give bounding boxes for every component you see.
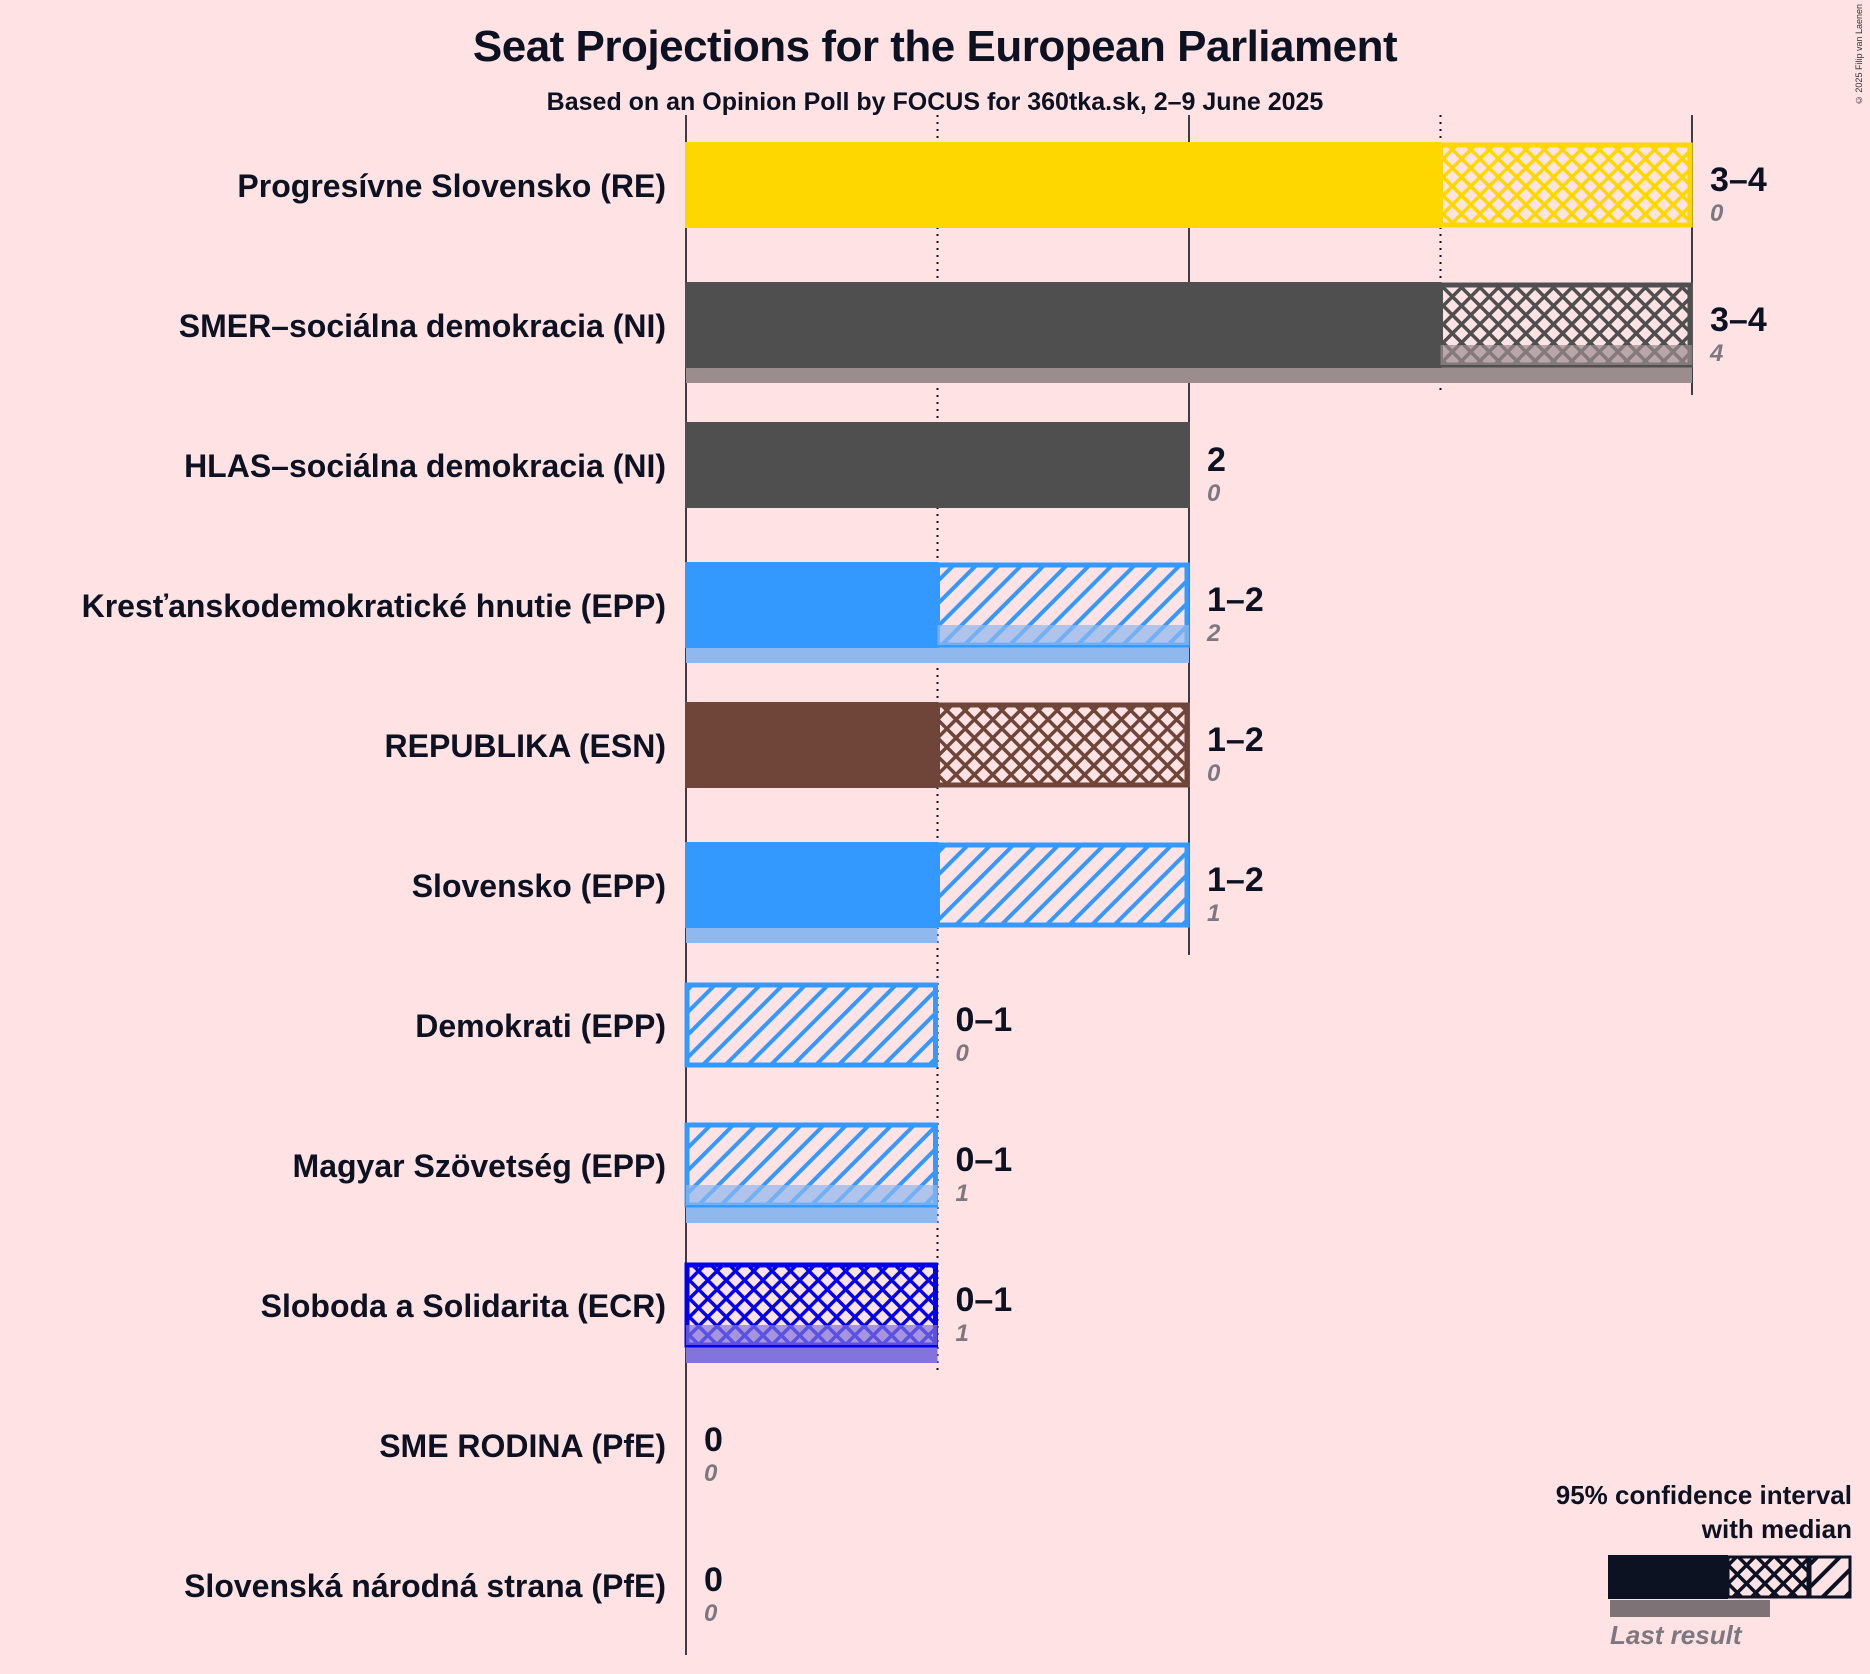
legend-last-result-label: Last result [1610,1620,1742,1650]
party-label: Kresťanskodemokratické hnutie (EPP) [82,588,666,624]
ci-range-bar [684,982,938,1068]
ci-range-bar [935,702,1190,788]
chart-title: Seat Projections for the European Parlia… [472,22,1398,71]
party-row: Slovenská národná strana (PfE) 00 [184,1561,723,1627]
last-result-bar [686,1205,938,1223]
range-label: 1–2 [1207,721,1264,759]
last-result-label: 1 [956,1320,969,1347]
party-label: SME RODINA (PfE) [379,1428,666,1464]
legend-graphic [1608,1555,1852,1617]
last-result-overlay [686,1325,938,1345]
party-row: Slovensko (EPP) 1–21 [412,842,1264,943]
party-label: Demokrati (EPP) [415,1008,666,1044]
last-result-bar [686,365,1692,383]
party-row: Magyar Szövetség (EPP) 0–11 [293,1122,1013,1223]
last-result-bar [686,645,1189,663]
legend-last-result-swatch [1610,1600,1770,1617]
range-label: 0 [704,1421,723,1459]
last-result-label: 4 [1709,340,1723,367]
legend-solid-swatch [1608,1555,1728,1599]
range-label: 0–1 [956,1001,1013,1039]
ci-solid-bar [685,702,939,788]
range-label: 2 [1207,441,1226,479]
party-row: REPUBLIKA (ESN) 1–20 [385,702,1264,788]
party-row: SME RODINA (PfE) 00 [379,1421,723,1487]
ci-solid-bar [685,562,939,648]
bars: Progresívne Slovensko (RE) 3–40SMER–sociá… [82,142,1767,1627]
party-label: Sloboda a Solidarita (ECR) [261,1288,666,1324]
legend-title-line1: 95% confidence interval [1555,1480,1852,1510]
ci-solid-bar [685,142,1442,228]
party-label: SMER–sociálna demokracia (NI) [179,308,666,344]
party-label: Slovenská národná strana (PfE) [184,1568,666,1604]
last-result-bar [686,1345,938,1363]
last-result-label: 0 [1207,760,1221,787]
party-row: Demokrati (EPP) 0–10 [415,982,1013,1068]
last-result-overlay [686,1185,938,1205]
last-result-label: 0 [1207,480,1221,507]
ci-range-bar [935,842,1190,928]
last-result-overlay [937,625,1189,645]
ci-solid-bar [685,842,939,928]
last-result-label: 0 [1710,200,1724,227]
last-result-bar [686,925,938,943]
range-label: 0 [704,1561,723,1599]
last-result-label: 1 [956,1180,969,1207]
party-row: Progresívne Slovensko (RE) 3–40 [237,142,1767,228]
range-label: 0–1 [956,1141,1013,1179]
party-label: Slovensko (EPP) [412,868,666,904]
party-label: Progresívne Slovensko (RE) [237,168,666,204]
party-row: Sloboda a Solidarita (ECR) 0–11 [261,1262,1013,1363]
legend-title-line2: with median [1701,1514,1852,1544]
ci-solid-bar [685,422,1190,508]
last-result-label: 1 [1207,900,1220,927]
range-label: 1–2 [1207,861,1264,899]
ci-solid-bar [685,282,1442,368]
party-label: Magyar Szövetség (EPP) [293,1148,666,1184]
range-label: 0–1 [956,1281,1013,1319]
last-result-label: 2 [1206,620,1221,647]
party-row: Kresťanskodemokratické hnutie (EPP) 1–22 [82,562,1264,663]
legend-cross-swatch [1726,1555,1810,1599]
party-row: HLAS–sociálna demokracia (NI) 20 [184,422,1226,508]
ci-range-bar [1438,142,1693,228]
party-label: HLAS–sociálna demokracia (NI) [184,448,666,484]
range-label: 3–4 [1710,301,1767,339]
range-label: 1–2 [1207,581,1264,619]
party-label: REPUBLIKA (ESN) [385,728,666,764]
last-result-label: 0 [704,1600,718,1627]
last-result-label: 0 [956,1040,970,1067]
legend-hatch-swatch [1808,1555,1852,1599]
last-result-overlay [1440,345,1692,365]
legend-title: 95% confidence interval with median [1452,1478,1852,1546]
party-row: SMER–sociálna demokracia (NI) 3–44 [179,282,1767,383]
chart-subtitle: Based on an Opinion Poll by FOCUS for 36… [546,88,1324,116]
last-result-label: 0 [704,1460,718,1487]
range-label: 3–4 [1710,161,1767,199]
